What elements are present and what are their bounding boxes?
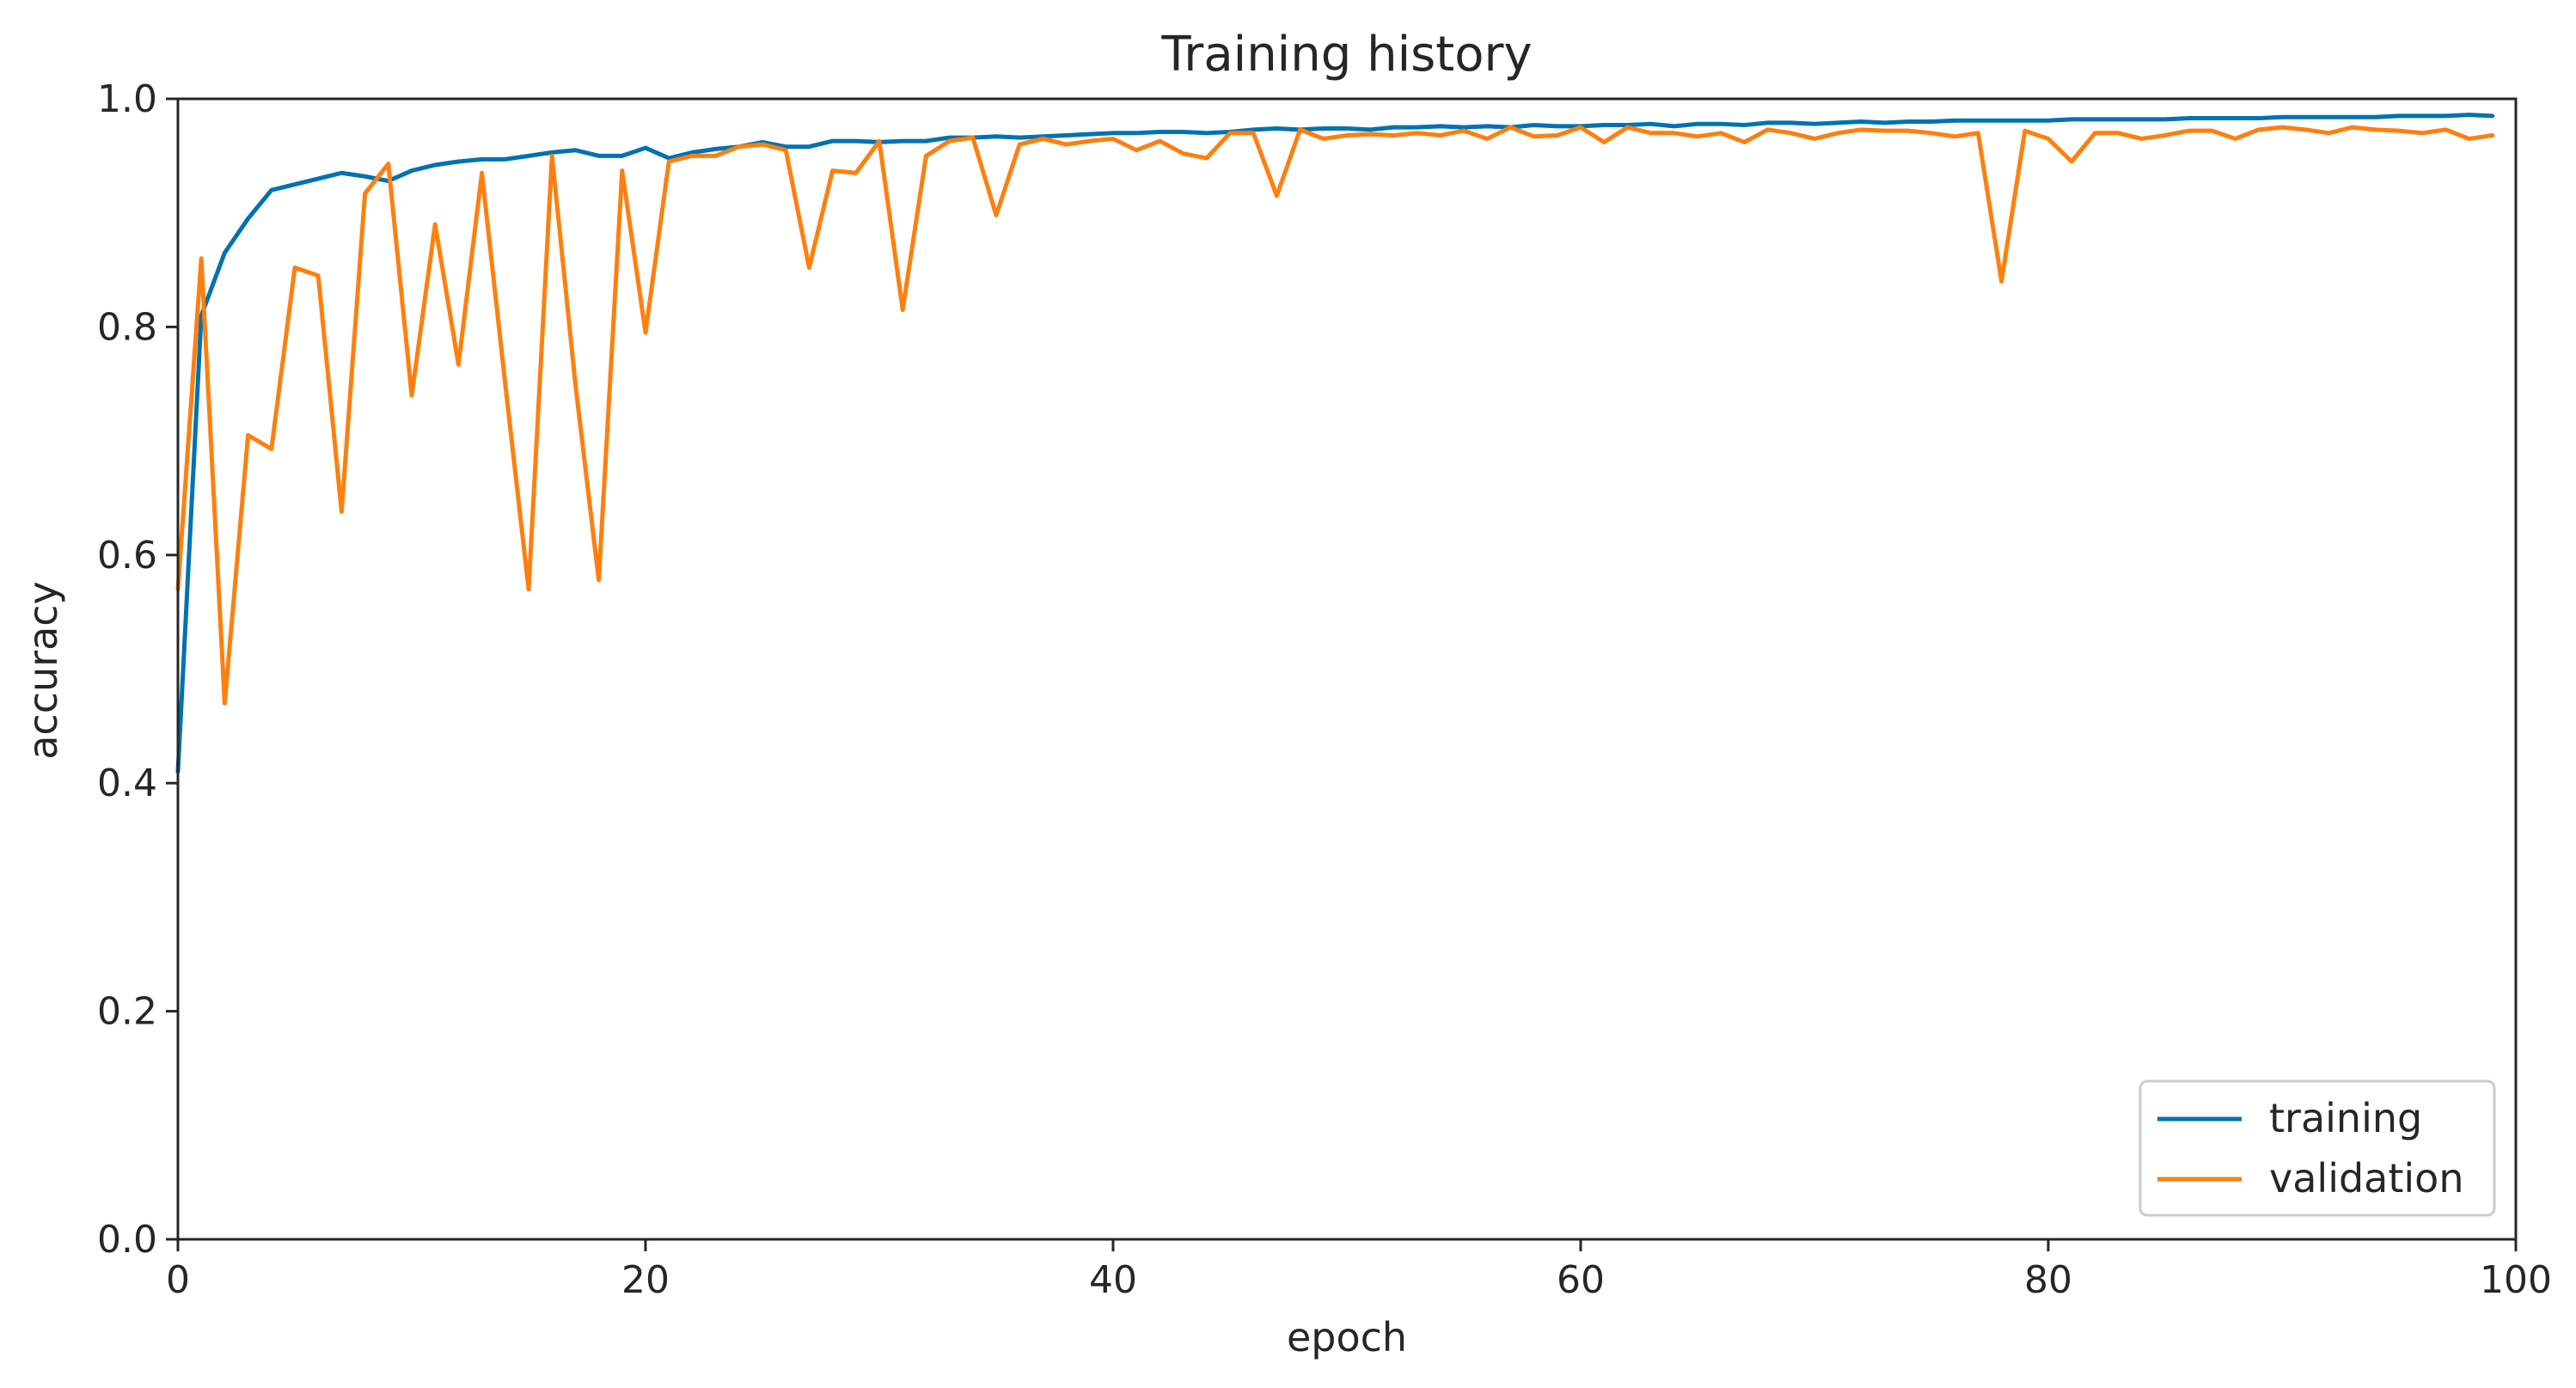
y-tick-label: 0.8 — [97, 305, 157, 349]
y-tick-label: 0.0 — [97, 1218, 157, 1262]
chart-title: Training history — [1160, 27, 1532, 83]
x-tick-label: 100 — [2480, 1258, 2552, 1302]
plot-area — [175, 113, 2495, 774]
x-tick-label: 20 — [621, 1258, 670, 1302]
y-tick-label: 0.6 — [97, 534, 157, 578]
y-tick-label: 0.2 — [97, 990, 157, 1034]
legend: training validation — [2139, 1079, 2496, 1217]
x-tick-label: 0 — [166, 1258, 190, 1302]
y-tick-label: 0.4 — [97, 761, 157, 805]
legend-box — [2139, 1079, 2496, 1217]
x-tick-label: 40 — [1089, 1258, 1137, 1302]
legend-label-training: training — [2269, 1095, 2422, 1141]
legend-label-validation: validation — [2269, 1155, 2463, 1202]
x-tick-label: 60 — [1557, 1258, 1605, 1302]
y-axis-label: accuracy — [20, 581, 66, 760]
axes-frame — [176, 97, 2518, 1241]
x-tick-label: 80 — [2024, 1258, 2072, 1302]
series-line-validation — [175, 125, 2495, 706]
axes: 0 20 40 60 80 100 0.0 0.2 0.4 0.6 0.8 1.0 — [97, 77, 2552, 1302]
y-tick-label: 1.0 — [97, 77, 157, 121]
x-axis-label: epoch — [1287, 1314, 1407, 1360]
series-line-training — [175, 113, 2495, 774]
